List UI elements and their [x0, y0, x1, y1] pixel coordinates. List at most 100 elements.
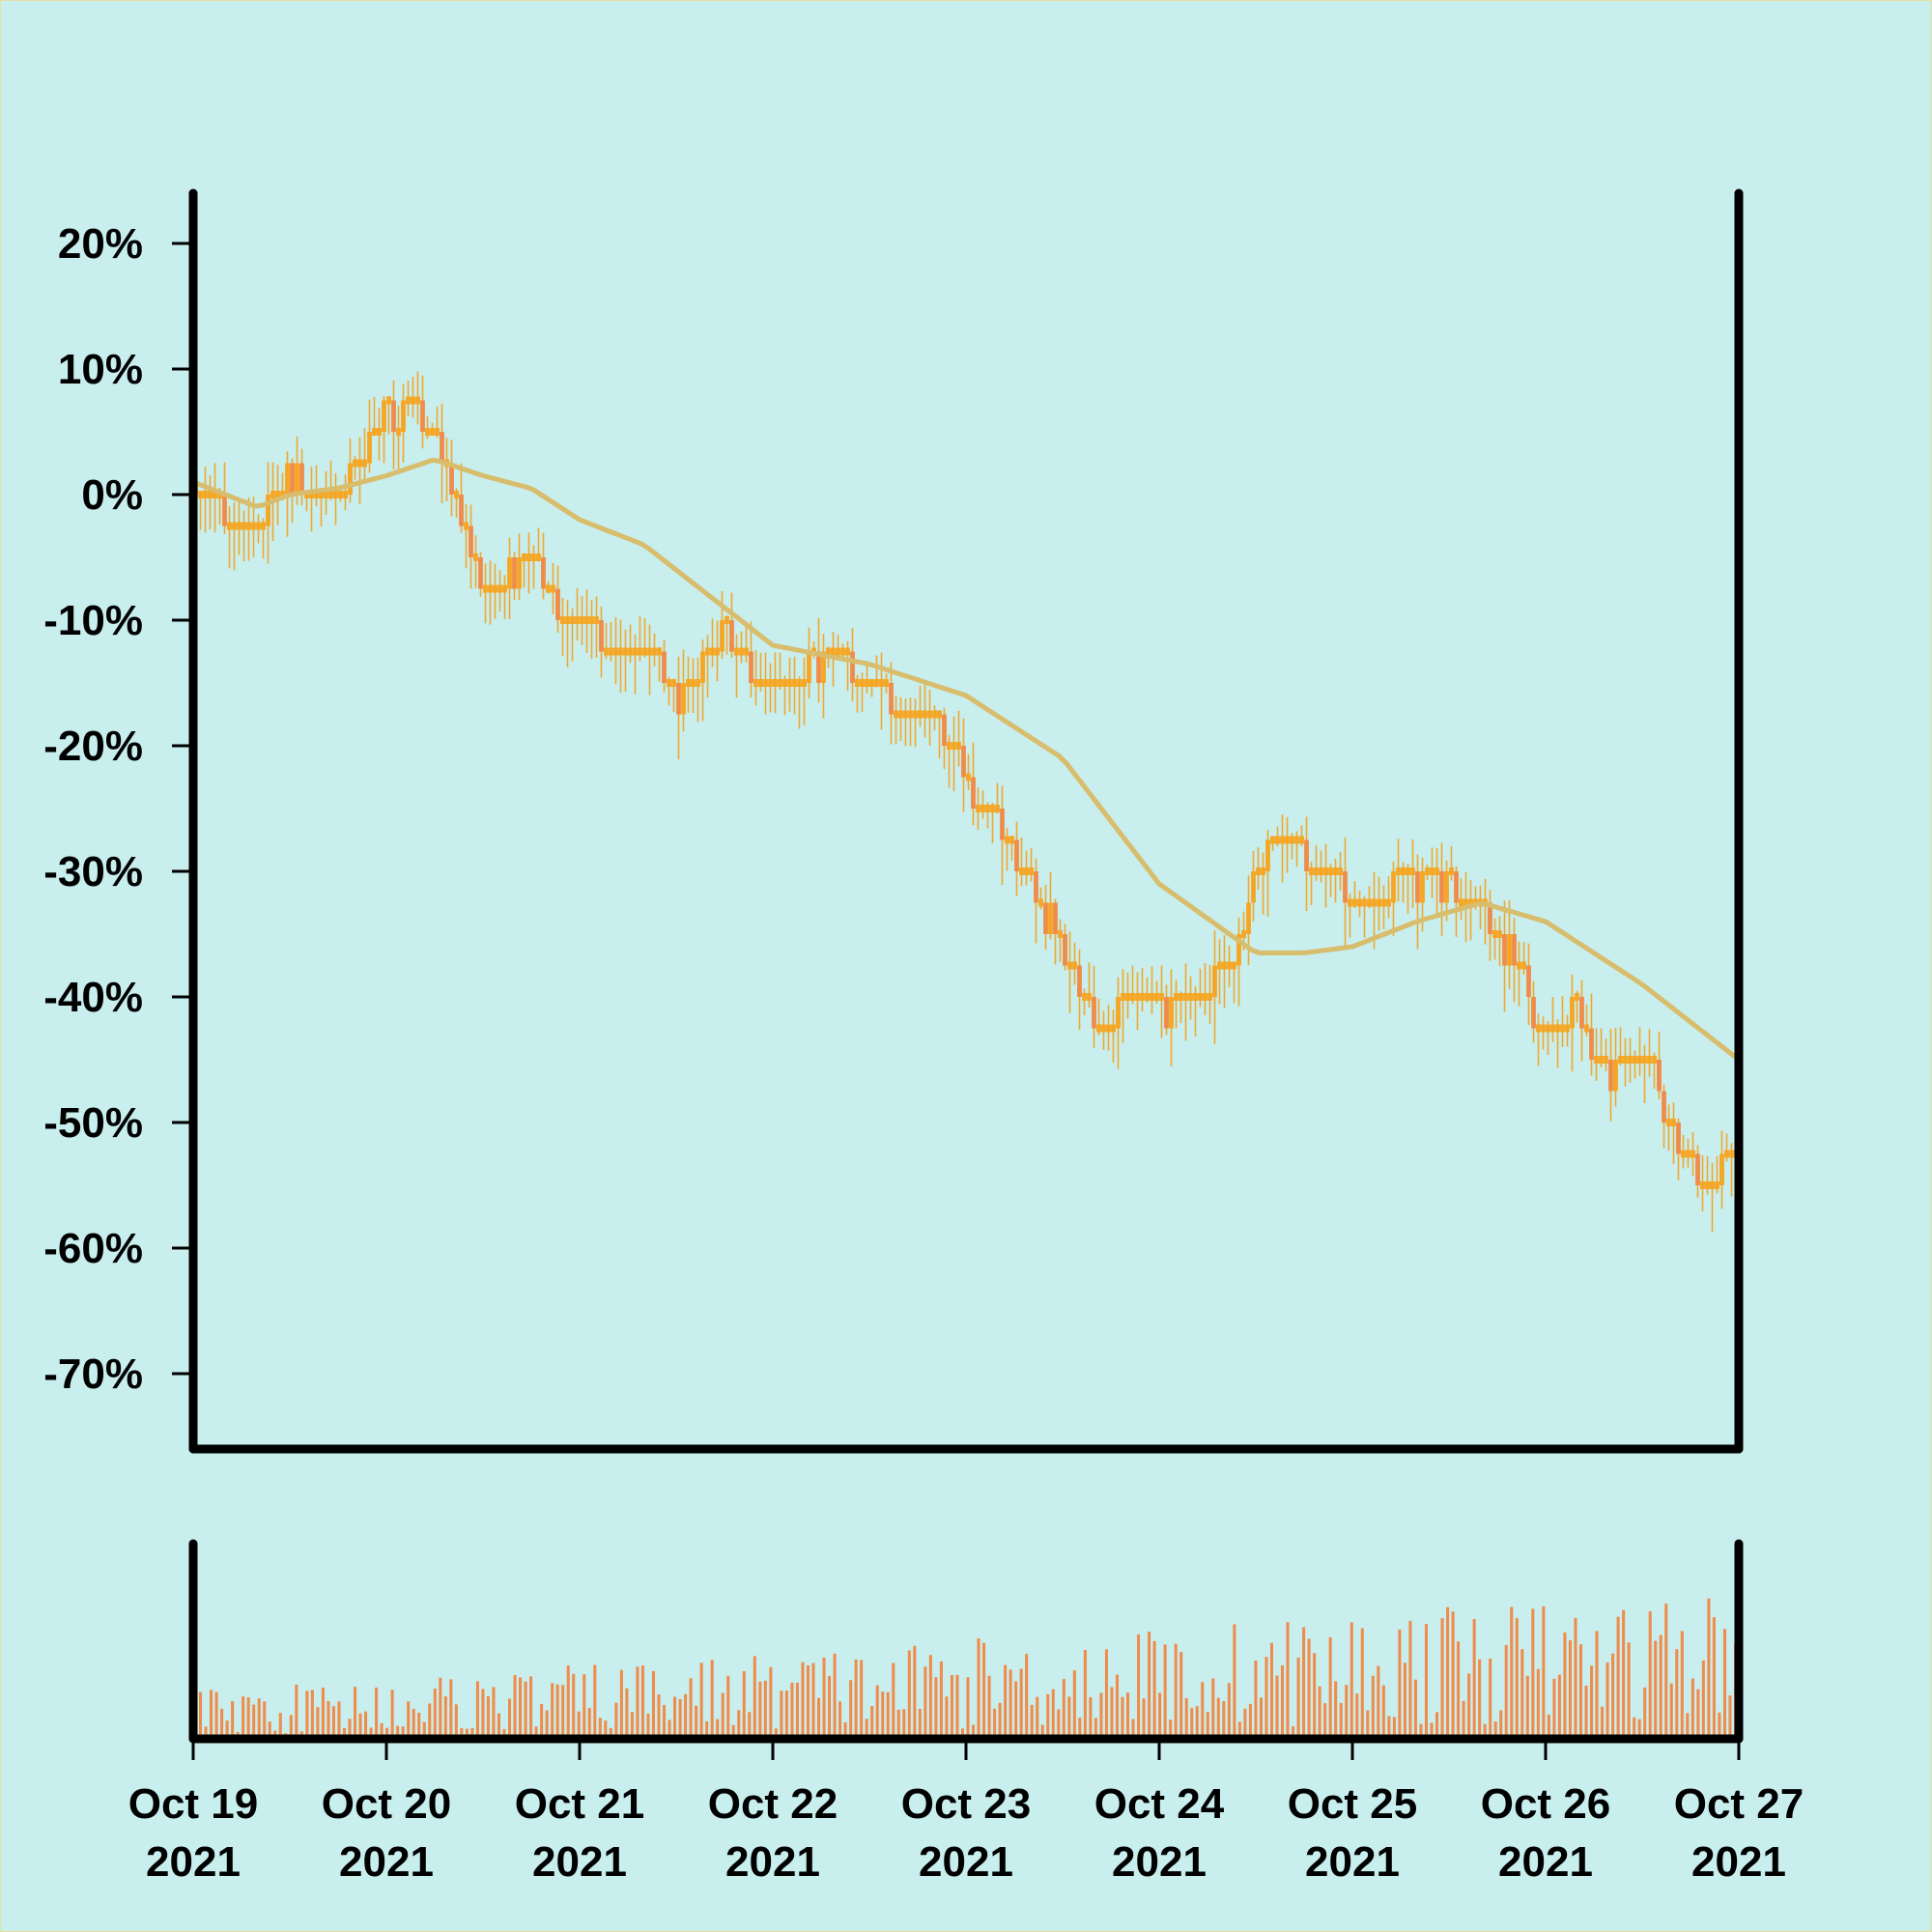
candle-body — [662, 651, 667, 683]
volume-bar — [896, 1709, 900, 1739]
volume-bar — [486, 1696, 490, 1739]
volume-bar — [1371, 1675, 1375, 1739]
volume-bar — [428, 1703, 432, 1739]
volume-bar — [907, 1650, 911, 1739]
volume-bar — [1184, 1697, 1188, 1739]
volume-bar — [475, 1681, 479, 1739]
volume-bar — [1424, 1624, 1428, 1739]
candle-body — [565, 616, 570, 624]
candle-body — [667, 679, 671, 687]
volume-bar — [790, 1682, 794, 1739]
volume-bar — [422, 1721, 426, 1739]
candle-body — [357, 459, 362, 468]
candle-body — [343, 491, 348, 498]
volume-bar — [625, 1688, 629, 1739]
candle-body — [792, 679, 797, 687]
volume-bar — [1701, 1660, 1705, 1739]
candle-body — [1637, 1056, 1642, 1064]
candle-body — [1642, 1056, 1647, 1064]
volume-bar — [210, 1690, 213, 1739]
candle-body — [734, 647, 739, 656]
volume-bar — [748, 1712, 752, 1739]
candle-body — [990, 805, 995, 812]
volume-bar — [1254, 1661, 1258, 1739]
candle-body — [1043, 902, 1048, 934]
candle-body — [1261, 867, 1265, 875]
candle-body — [1333, 867, 1338, 875]
volume-bar — [1163, 1644, 1167, 1739]
volume-bar — [960, 1728, 964, 1739]
volume-bar — [1430, 1722, 1434, 1739]
candle-body — [1449, 867, 1454, 875]
volume-bar — [1446, 1606, 1450, 1739]
volume-bar — [593, 1664, 597, 1739]
volume-bar — [1722, 1629, 1726, 1739]
candle-body — [1415, 871, 1420, 903]
volume-bar — [892, 1662, 895, 1739]
volume-bar — [1292, 1726, 1295, 1739]
candle-body — [435, 428, 440, 436]
volume-bar — [630, 1712, 634, 1739]
volume-bar — [1413, 1679, 1417, 1739]
volume-bar — [1046, 1693, 1050, 1739]
candle-body — [256, 522, 261, 530]
candle-body — [1502, 934, 1507, 966]
candle-body — [797, 679, 802, 687]
volume-bar — [1504, 1644, 1508, 1739]
x-tick-label-date: Oct 26 — [1481, 1780, 1611, 1828]
volume-bar — [1563, 1632, 1567, 1739]
candle-body — [1092, 997, 1096, 1029]
volume-bar — [289, 1715, 293, 1739]
volume-bar — [358, 1713, 362, 1739]
candle-body — [440, 432, 444, 464]
volume-bar — [1419, 1723, 1423, 1739]
volume-bar — [726, 1675, 730, 1739]
candle-body — [1159, 993, 1164, 1001]
candle-body — [826, 647, 831, 656]
candle-body — [1372, 898, 1377, 907]
candle-body — [710, 647, 715, 656]
candle-body — [1488, 902, 1492, 934]
candle-body — [758, 679, 763, 687]
candle-body — [555, 588, 560, 620]
candle-body — [642, 647, 647, 656]
candle-body — [1121, 993, 1125, 1001]
candle-body — [512, 557, 517, 589]
candle-body — [1666, 1119, 1671, 1126]
candle-body — [1724, 1150, 1729, 1158]
candle-body — [1690, 1150, 1695, 1158]
candle-body — [947, 742, 952, 750]
candle-body — [560, 616, 565, 624]
candle-body — [633, 647, 638, 656]
x-tick-label-year: 2021 — [1112, 1838, 1207, 1886]
volume-bar — [1051, 1689, 1055, 1739]
volume-bar — [705, 1720, 709, 1739]
candle-body — [386, 396, 391, 405]
candle-body — [1082, 993, 1087, 1001]
candle-body — [739, 647, 744, 656]
volume-bar — [1179, 1652, 1183, 1739]
volume-bar — [673, 1696, 677, 1739]
volume-bar — [1590, 1665, 1594, 1739]
candle-body — [1705, 1181, 1710, 1189]
candle-body — [865, 679, 869, 687]
candle-body — [299, 463, 304, 495]
candle-body — [1671, 1119, 1676, 1126]
candle-body — [493, 584, 497, 593]
volume-bar — [849, 1680, 853, 1739]
candle-body — [1067, 961, 1072, 970]
x-tick-label-year: 2021 — [146, 1838, 241, 1886]
candle-body — [609, 647, 613, 656]
candle-body — [1304, 839, 1309, 871]
candle-body — [1517, 961, 1521, 970]
candle-body — [908, 710, 913, 719]
volume-bar — [998, 1702, 1002, 1739]
volume-bar — [1648, 1611, 1652, 1739]
volume-bar — [1089, 1696, 1093, 1739]
volume-bar — [684, 1693, 688, 1739]
volume-bar — [881, 1691, 885, 1739]
candle-body — [778, 679, 782, 687]
y-tick-label: -30% — [43, 848, 143, 895]
volume-bar — [1605, 1662, 1609, 1739]
volume-bar — [1664, 1604, 1668, 1739]
